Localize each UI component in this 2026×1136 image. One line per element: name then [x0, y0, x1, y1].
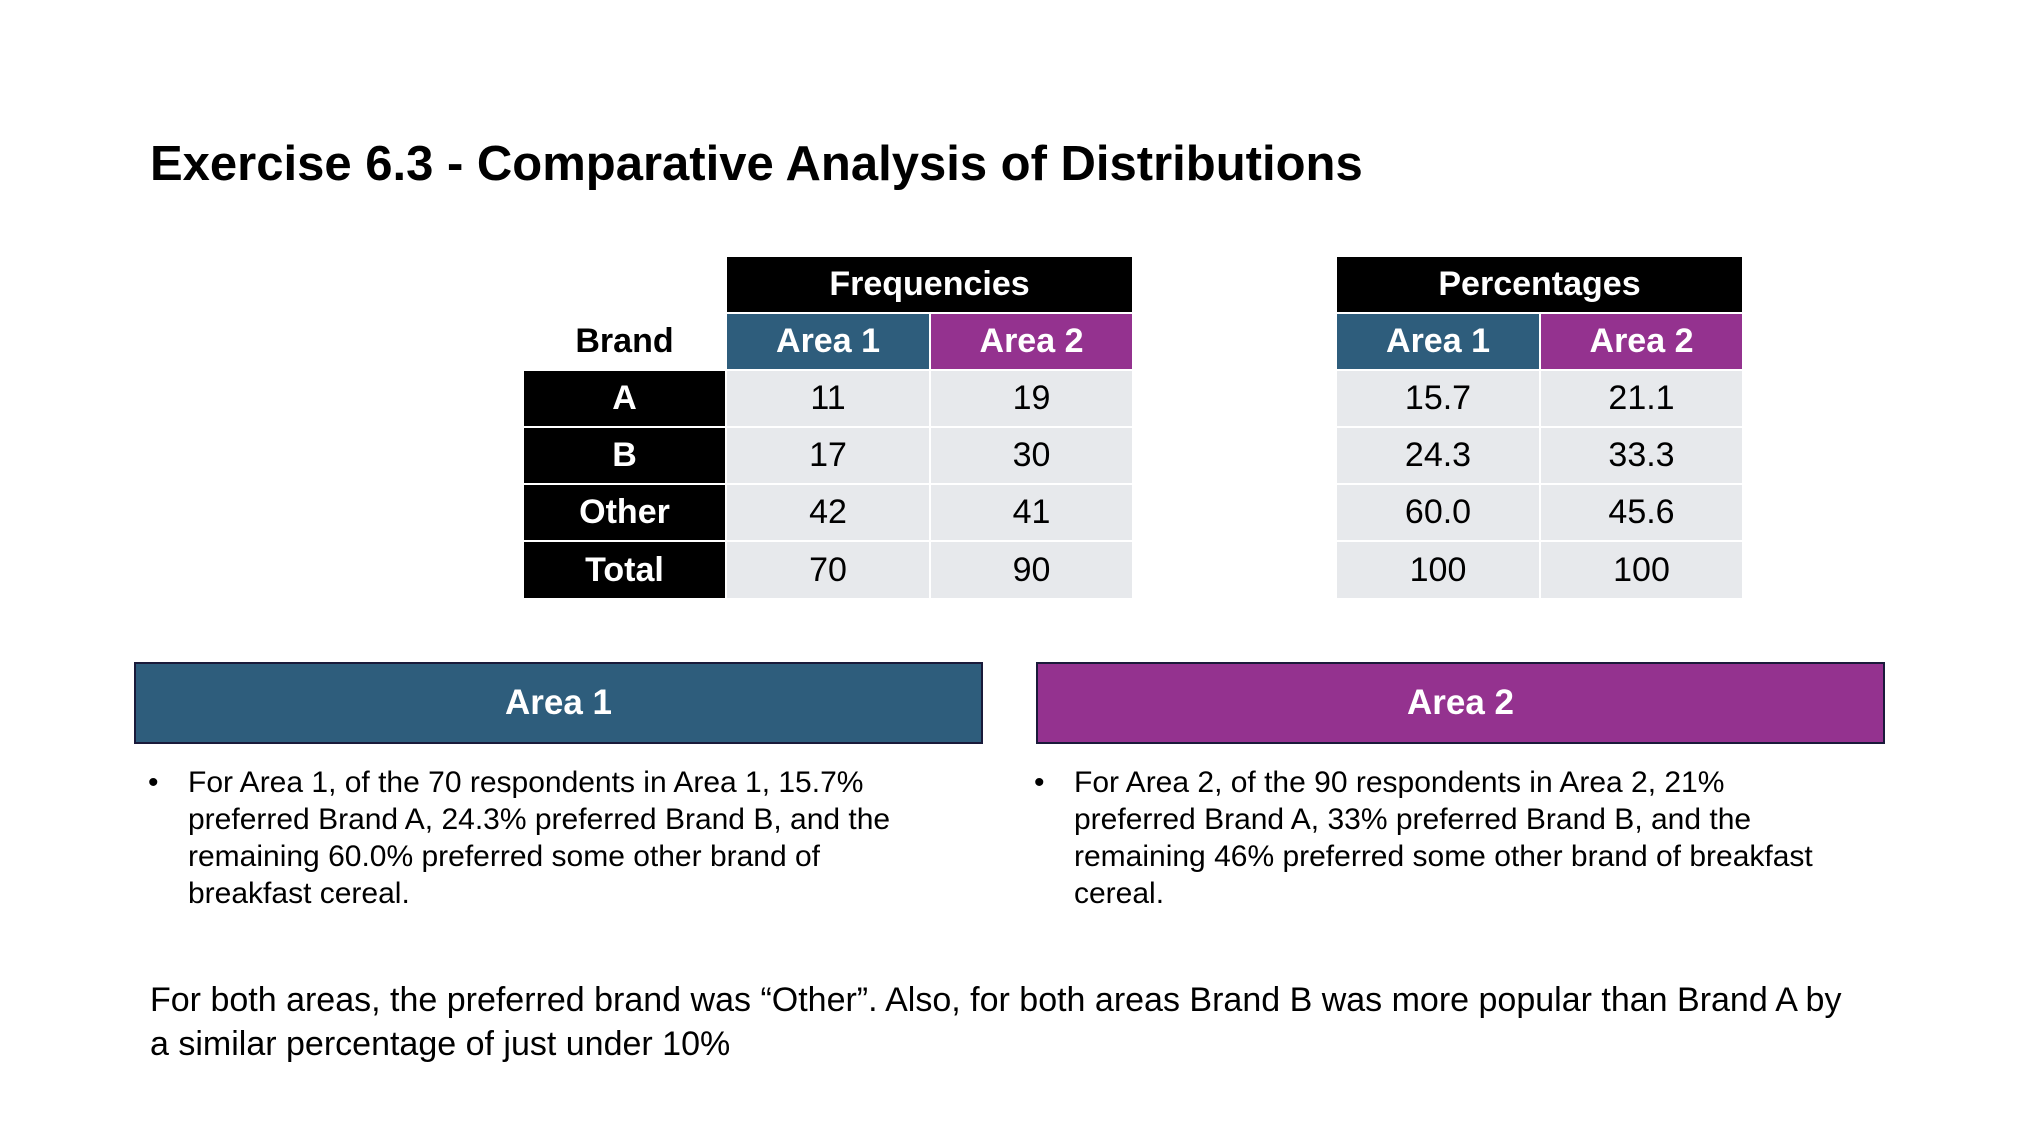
- pct-cell: 15.7: [1337, 371, 1539, 426]
- percentages-group-header: Percentages: [1337, 257, 1742, 312]
- pct-cell: 21.1: [1541, 371, 1742, 426]
- row-label-b: B: [524, 428, 725, 483]
- pct-cell: 100: [1337, 542, 1539, 598]
- bullet-dot: •: [148, 766, 159, 799]
- bullet-dot: •: [1034, 766, 1045, 799]
- frequencies-area1-header: Area 1: [727, 314, 929, 369]
- row-label-total: Total: [524, 542, 725, 598]
- freq-cell: 30: [931, 428, 1132, 483]
- freq-cell: 70: [727, 542, 929, 598]
- slide-title: Exercise 6.3 - Comparative Analysis of D…: [150, 137, 1363, 191]
- conclusion-text: For both areas, the preferred brand was …: [150, 981, 1842, 1063]
- area2-bullet-text: For Area 2, of the 90 respondents in Are…: [1074, 766, 1813, 910]
- freq-cell: 42: [727, 485, 929, 540]
- freq-cell: 90: [931, 542, 1132, 598]
- freq-cell: 41: [931, 485, 1132, 540]
- row-label-other: Other: [524, 485, 725, 540]
- pct-cell: 24.3: [1337, 428, 1539, 483]
- freq-cell: 19: [931, 371, 1132, 426]
- area2-header-bar: Area 2: [1036, 662, 1885, 744]
- percentages-area2-header: Area 2: [1541, 314, 1742, 369]
- area1-header-bar: Area 1: [134, 662, 983, 744]
- area1-bullet-text: For Area 1, of the 70 respondents in Are…: [188, 766, 891, 910]
- frequencies-group-header: Frequencies: [727, 257, 1132, 312]
- pct-cell: 100: [1541, 542, 1742, 598]
- freq-cell: 17: [727, 428, 929, 483]
- freq-cell: 11: [727, 371, 929, 426]
- row-label-a: A: [524, 371, 725, 426]
- frequencies-area2-header: Area 2: [931, 314, 1132, 369]
- brand-column-header: Brand: [575, 322, 674, 360]
- pct-cell: 45.6: [1541, 485, 1742, 540]
- pct-cell: 60.0: [1337, 485, 1539, 540]
- percentages-area1-header: Area 1: [1337, 314, 1539, 369]
- pct-cell: 33.3: [1541, 428, 1742, 483]
